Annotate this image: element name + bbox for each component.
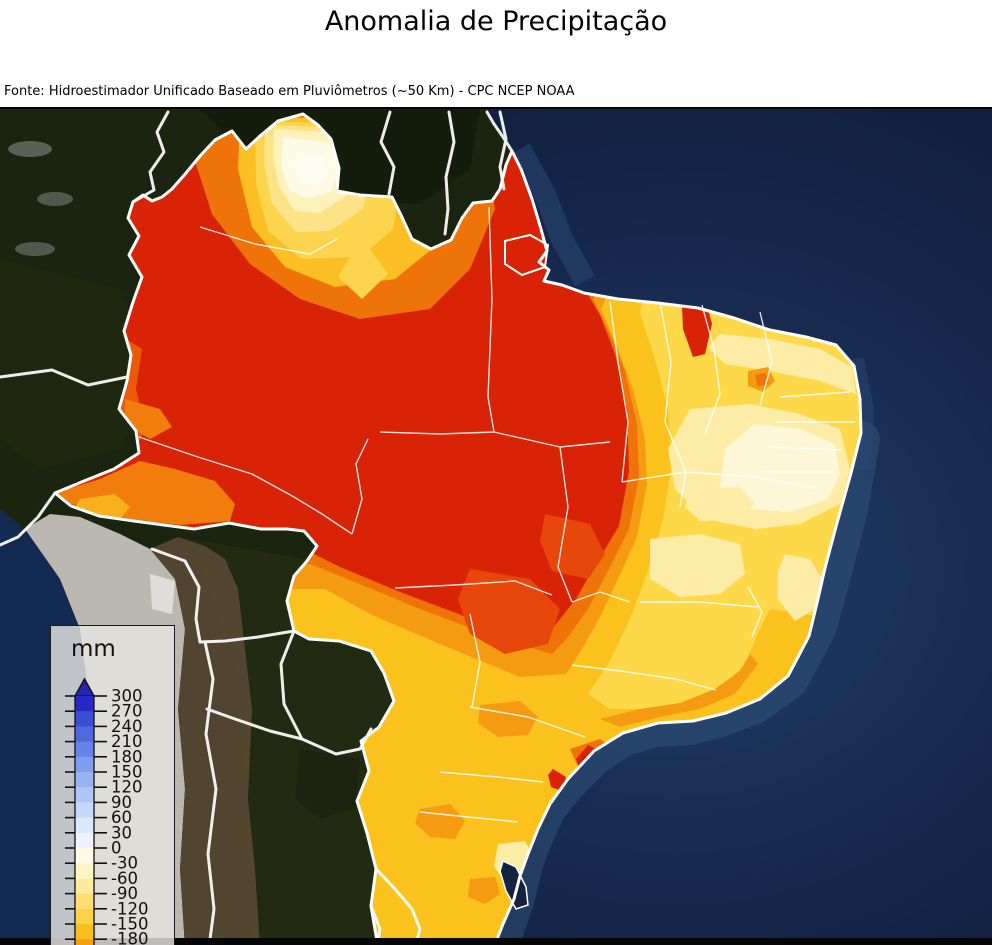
page-title: Anomalia de Precipitação [324, 6, 668, 37]
legend-color-segment [75, 924, 94, 940]
legend-tick-label: -90 [111, 884, 138, 903]
map-region: mm 300 270 240 210 180 150 120 90 60 30 0 -30 -60 -90… [0, 107, 992, 945]
legend-color-segment [75, 908, 94, 925]
legend-color-segment [75, 939, 94, 945]
legend-tick-label: -150 [111, 915, 148, 934]
legend-tick-label: 90 [111, 793, 132, 812]
legend-color-segment [75, 756, 94, 773]
legend-tick-label: -60 [111, 869, 138, 888]
legend-color-segment [75, 711, 94, 727]
legend-tick-label: -120 [111, 899, 148, 918]
legend-color-segment [75, 863, 94, 879]
legend-color-segment [75, 802, 94, 818]
header: Anomalia de Precipitação Fonte: Hidroest… [0, 0, 992, 219]
legend-tick-label: 270 [111, 702, 143, 721]
legend-color-segment [75, 787, 94, 803]
legend-tick-label: 0 [111, 839, 122, 858]
legend-tick-label: 150 [111, 763, 143, 782]
legend-color-segment [75, 832, 94, 849]
legend-tick-label: 210 [111, 732, 143, 751]
legend-arrow-up [73, 677, 96, 697]
legend-unit-label: mm [71, 636, 116, 662]
legend-color-segment [75, 772, 94, 788]
legend-tick-label: 240 [111, 717, 143, 736]
patos-lagoon [499, 859, 529, 910]
map-canvas [0, 109, 992, 945]
legend-tick-label: 30 [111, 823, 132, 842]
legend-color-segment [75, 848, 94, 864]
legend-color-segment [75, 817, 94, 834]
legend-color-segment [75, 893, 94, 910]
legend-tick-label: -180 [111, 930, 148, 945]
legend-tick-label: 120 [111, 778, 143, 797]
source-line: Fonte: Hidroestimador Unificado Baseado … [4, 84, 575, 99]
legend-color-segment [75, 726, 94, 742]
colorbar-legend: mm 300 270 240 210 180 150 120 90 60 30 0 -30 -60 -90… [50, 625, 175, 945]
legend-color-segment [75, 878, 94, 894]
legend-tick-label: 180 [111, 747, 143, 766]
legend-tick-label: -30 [111, 854, 138, 873]
brazil-outline [53, 112, 863, 945]
state-borders [138, 206, 855, 823]
legend-tick-label: 300 [111, 687, 143, 706]
legend-color-segment [75, 741, 94, 758]
legend-color-segment [75, 696, 94, 712]
country-borders [0, 110, 514, 945]
colorbar: 3002702402101801501209060300-30-60-90-12… [65, 677, 148, 945]
legend-tick-label: 60 [111, 808, 132, 827]
